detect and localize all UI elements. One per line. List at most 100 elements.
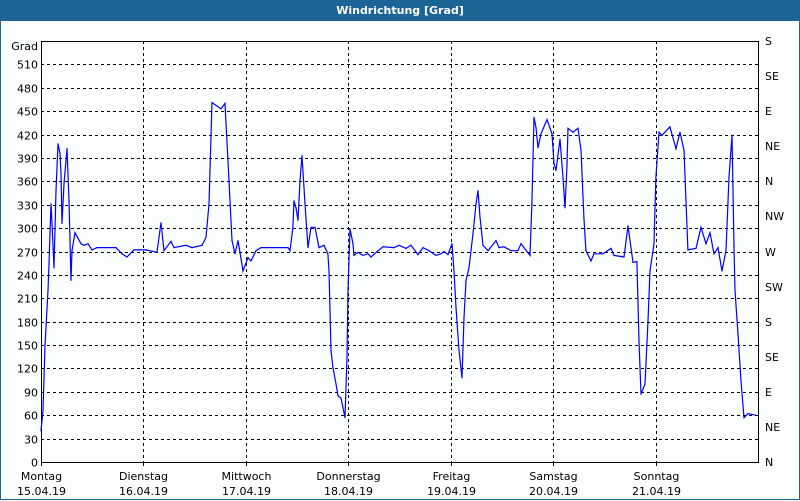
data-point xyxy=(566,166,568,168)
data-point xyxy=(472,233,474,235)
y2-tick-label: W xyxy=(765,246,776,259)
data-point xyxy=(57,143,59,145)
x-tick-date: 15.04.19 xyxy=(17,485,66,498)
data-point xyxy=(675,148,677,150)
data-point xyxy=(458,349,460,352)
y-tick-label: 240 xyxy=(17,270,38,283)
data-point xyxy=(44,345,46,347)
data-point xyxy=(224,102,226,104)
data-point xyxy=(495,240,497,242)
data-point xyxy=(705,243,707,245)
data-point xyxy=(546,119,548,121)
data-point xyxy=(655,176,657,178)
x-tick-day: Montag xyxy=(21,470,62,483)
data-point xyxy=(87,243,89,245)
data-point xyxy=(529,254,531,256)
data-point xyxy=(301,155,303,157)
data-point xyxy=(40,430,42,432)
data-point xyxy=(713,253,715,255)
data-point xyxy=(583,216,585,218)
data-point xyxy=(201,244,203,246)
data-point xyxy=(332,367,334,369)
y-tick-label: 90 xyxy=(24,387,38,400)
y-tick-label: 210 xyxy=(17,293,38,306)
data-point xyxy=(323,244,325,246)
data-point xyxy=(310,226,312,228)
data-point xyxy=(357,251,359,253)
data-point xyxy=(96,247,98,249)
data-point xyxy=(287,247,289,249)
y2-tick-label: S xyxy=(765,316,772,329)
data-point xyxy=(304,203,306,205)
data-point xyxy=(632,261,634,263)
data-point xyxy=(240,257,242,260)
series-line xyxy=(40,101,757,431)
data-point xyxy=(208,203,210,205)
data-point xyxy=(559,138,561,140)
data-point xyxy=(700,226,702,228)
data-point xyxy=(731,134,733,136)
data-point xyxy=(602,253,604,255)
data-point xyxy=(61,222,63,224)
data-point xyxy=(487,250,489,252)
data-point xyxy=(679,131,681,133)
data-point xyxy=(721,270,723,272)
data-point xyxy=(747,413,749,415)
data-point xyxy=(353,254,355,256)
data-point xyxy=(725,250,727,252)
data-point xyxy=(191,247,193,249)
y-tick-label: 270 xyxy=(17,247,38,260)
data-point xyxy=(695,247,697,249)
data-point xyxy=(60,172,62,175)
data-point xyxy=(234,253,236,255)
data-point xyxy=(537,147,539,149)
x-tick-date: 19.04.19 xyxy=(427,485,476,498)
x-tick-date: 20.04.19 xyxy=(529,485,578,498)
data-point xyxy=(185,244,187,246)
data-point xyxy=(531,203,533,205)
y2-tick-label: NE xyxy=(765,140,780,153)
data-point xyxy=(465,279,467,281)
y-tick-label: 60 xyxy=(24,410,38,423)
data-point xyxy=(170,240,172,242)
data-point xyxy=(638,340,640,342)
data-point xyxy=(250,260,252,262)
y-tick-label: 30 xyxy=(24,434,38,447)
y-tick-label: 120 xyxy=(17,363,38,376)
data-point xyxy=(482,244,484,246)
x-tick-date: 18.04.19 xyxy=(324,485,373,498)
data-point xyxy=(475,203,477,205)
data-point xyxy=(422,247,424,249)
data-point xyxy=(585,250,587,252)
data-point xyxy=(314,226,316,228)
data-point xyxy=(347,289,349,292)
data-point xyxy=(273,247,275,249)
data-point xyxy=(540,133,542,135)
data-point xyxy=(205,236,207,239)
data-point xyxy=(53,267,55,269)
data-point xyxy=(669,126,671,128)
data-point xyxy=(743,417,745,419)
data-point xyxy=(653,243,655,245)
data-point xyxy=(362,254,364,256)
y2-tick-label: SE xyxy=(765,70,779,83)
data-point xyxy=(327,253,329,255)
data-point xyxy=(577,127,579,129)
y2-tick-label: E xyxy=(765,105,772,118)
data-point xyxy=(728,176,730,178)
data-point xyxy=(370,256,372,258)
data-point xyxy=(237,240,239,242)
y2-tick-label: SW xyxy=(765,281,783,294)
y2-tick-label: S xyxy=(765,35,772,48)
data-point xyxy=(156,251,158,253)
data-point xyxy=(658,131,660,133)
data-point xyxy=(289,250,291,252)
data-point xyxy=(307,247,309,249)
data-point xyxy=(63,183,65,185)
data-point xyxy=(535,126,537,129)
data-point xyxy=(145,249,147,251)
data-point xyxy=(687,249,689,251)
data-point xyxy=(520,243,522,245)
data-point xyxy=(330,349,332,352)
